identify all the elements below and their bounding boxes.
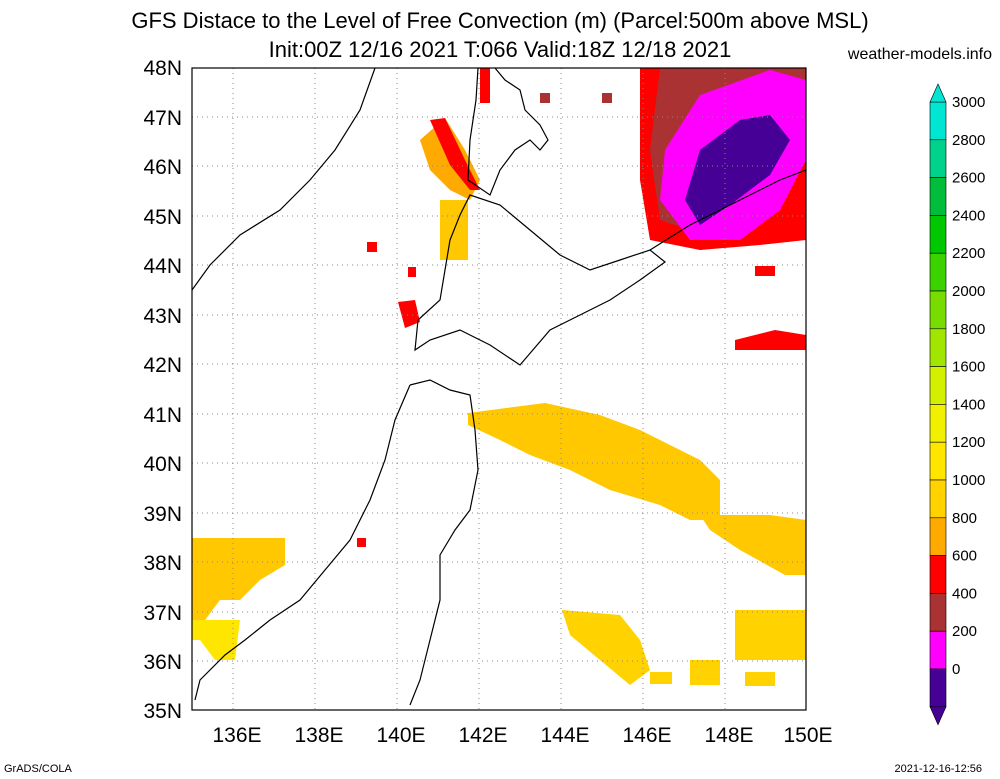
colorbar-swatch [929,555,947,594]
colorbar-swatch [929,177,947,216]
lon-label: 146E [622,724,671,747]
shade-small-2 [408,267,416,277]
coast-asia-mainland [191,67,376,291]
colorbar-swatch [929,441,947,481]
colorbar-top-arrow [929,83,947,103]
coast-kurils [649,169,807,251]
shade-ne-purple [685,115,790,225]
colorbar-swatch [929,139,947,178]
shade-south-pac-1 [562,610,650,685]
colorbar-swatch [929,593,947,632]
colorbar-bottom-arrow [929,706,947,726]
colorbar-label: 2800 [952,132,985,149]
footer-timestamp: 2021-12-16-12:56 [894,763,982,775]
shade-top-red [480,68,490,103]
colorbar-label: 3000 [952,94,985,111]
lat-label: 45N [143,206,182,229]
latitude-labels: 48N 47N 46N 45N 44N 43N 42N 41N 40N 39N … [143,57,182,723]
grid-lines [192,68,806,710]
shade-e-hok-1 [755,266,775,276]
lat-label: 40N [143,453,182,476]
shade-sakhalin-red [430,118,480,190]
colorbar-label: 1000 [952,472,985,489]
colorbar-swatch [929,252,947,292]
coast-honshu-north [409,379,479,706]
shade-sw-2 [192,620,240,660]
colorbar-swatch [929,328,947,367]
shade-south-pac-2 [735,610,806,660]
lon-label: 136E [212,724,261,747]
colorbar-label: 200 [952,623,977,640]
shade-pacific-band-2 [700,515,806,575]
colorbar-label: 2600 [952,170,985,187]
shade-south-pac-4 [690,660,720,685]
site-credit: weather-models.info [847,46,992,63]
colorbar-label: 2400 [952,207,985,224]
lat-label: 39N [143,503,182,526]
colorbar-label: 1800 [952,321,985,338]
colorbar-swatch [929,517,947,556]
colorbar-swatch [929,101,947,141]
colorbar: 3000280026002400220020001800160014001200… [929,83,985,726]
lat-label: 37N [143,602,182,625]
colorbar-label: 0 [952,661,960,678]
colorbar-swatch [929,215,947,254]
colorbar-swatch [929,668,947,708]
lat-label: 41N [143,404,182,427]
lat-label: 46N [143,156,182,179]
shade-south-pac-5 [745,672,775,686]
lon-label: 144E [540,724,589,747]
shade-oshima [398,300,420,328]
lon-label: 138E [294,724,343,747]
coast-honshu-west [194,384,411,701]
colorbar-label: 1600 [952,359,985,376]
lon-label: 150E [783,724,832,747]
colorbar-label: 1200 [952,434,985,451]
colorbar-swatch [929,630,947,670]
lon-label: 142E [458,724,507,747]
shade-sw-3 [357,538,366,547]
colorbar-label: 2200 [952,245,985,262]
lon-label: 148E [704,724,753,747]
shade-small-3 [540,93,550,103]
coast-sakhalin [467,67,549,196]
lat-label: 42N [143,354,182,377]
map-subtitle: Init:00Z 12/16 2021 T:066 Valid:18Z 12/1… [268,37,732,62]
lat-label: 36N [143,651,182,674]
shade-south-pac-3 [650,672,672,684]
colorbar-label: 600 [952,548,977,565]
colorbar-label: 800 [952,510,977,527]
colorbar-swatch [929,404,947,443]
shade-e-hok-2 [735,330,806,350]
colorbar-label: 400 [952,585,977,602]
shaded-fields [192,68,806,686]
shade-sw-1 [192,538,285,620]
lat-label: 44N [143,255,182,278]
lat-label: 43N [143,305,182,328]
lon-label: 140E [376,724,425,747]
shade-small-1 [367,242,377,252]
longitude-labels: 136E 138E 140E 142E 144E 146E 148E 150E [212,724,832,747]
lat-label: 35N [143,700,182,723]
colorbar-swatch [929,366,947,405]
lat-label: 47N [143,107,182,130]
map-title: GFS Distace to the Level of Free Convect… [131,8,869,33]
colorbar-swatch [929,290,947,330]
shade-small-4 [602,93,612,103]
colorbar-label: 2000 [952,283,985,300]
footer-credit: GrADS/COLA [4,763,72,775]
colorbar-label: 1400 [952,396,985,413]
coastlines [191,67,807,706]
plot-frame [191,67,807,711]
colorbar-swatch [929,479,947,519]
lat-label: 48N [143,57,182,80]
shade-pacific-band-1 [468,403,720,520]
lat-label: 38N [143,552,182,575]
